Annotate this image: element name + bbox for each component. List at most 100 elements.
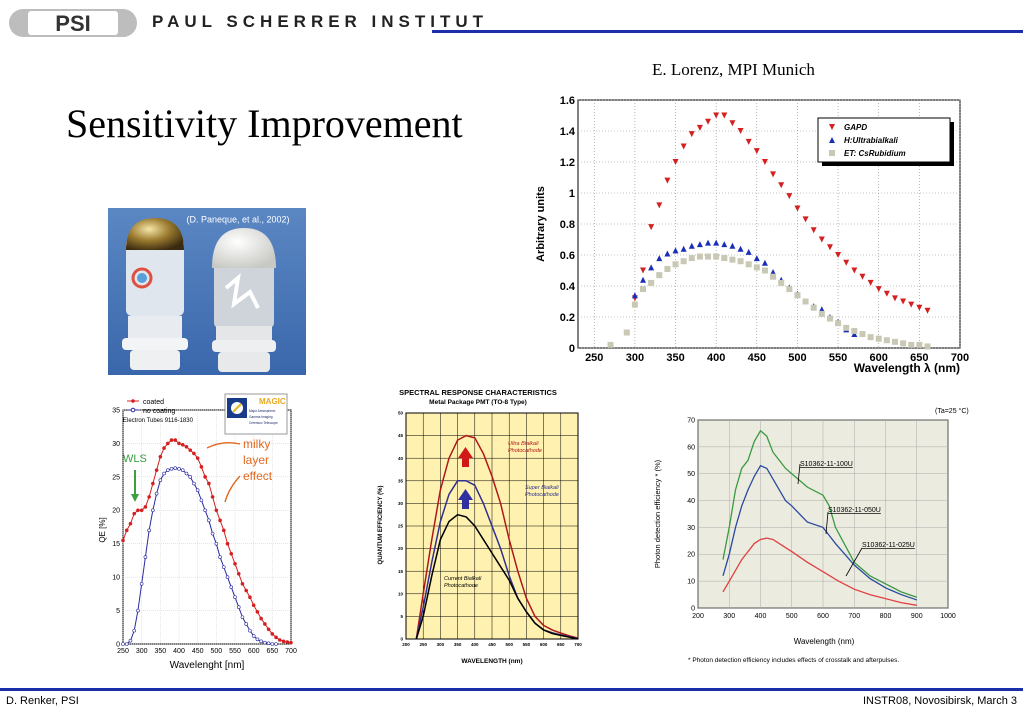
data-point — [229, 585, 234, 589]
data-point — [829, 124, 835, 130]
y-tick-label: 0.8 — [560, 219, 575, 231]
data-point — [672, 261, 679, 268]
x-tick-label: 350 — [666, 352, 684, 364]
data-point — [195, 456, 200, 460]
chart-title: SPECTRAL RESPONSE CHARACTERISTICS — [399, 388, 557, 397]
data-point — [203, 475, 207, 479]
x-tick-label: 450 — [488, 642, 496, 647]
x-tick-label: 600 — [540, 642, 548, 647]
x-axis-label: Wavelenght [nm] — [170, 660, 245, 670]
x-axis-label: WAVELENGTH (nm) — [461, 658, 522, 665]
data-point — [154, 491, 159, 496]
y-axis-label: QE [%] — [98, 517, 107, 542]
legend-entry: ET: CsRubidium — [844, 149, 906, 158]
callout-050u: S10362-11-050U — [828, 507, 881, 514]
magic-logo-text: MAGIC — [259, 397, 286, 406]
data-point — [151, 481, 155, 486]
data-point — [218, 555, 222, 559]
y-axis-label: Arbitrary units — [535, 186, 547, 262]
y-tick-label: 50 — [398, 411, 404, 416]
data-point — [255, 610, 260, 614]
data-point — [859, 273, 866, 280]
logo-text: PSI — [55, 11, 90, 36]
data-point — [737, 245, 744, 252]
y-tick-label: 0.6 — [560, 250, 575, 262]
tube-label: Electron Tubes 9116-1830 — [123, 418, 194, 424]
x-tick-label: 550 — [829, 352, 847, 364]
data-point — [222, 565, 226, 569]
data-point — [680, 258, 687, 265]
y-tick-label: 1.6 — [560, 95, 575, 107]
data-point — [640, 276, 647, 283]
data-point — [278, 638, 282, 642]
y-tick-label: 60 — [687, 444, 695, 451]
y-tick-label: 30 — [687, 525, 695, 532]
x-tick-label: 500 — [505, 642, 513, 647]
data-point — [251, 603, 256, 608]
data-point — [244, 622, 248, 626]
data-point — [240, 615, 245, 620]
data-point — [705, 239, 712, 246]
data-point — [688, 255, 695, 262]
label-ultra-1: Ultra Bialkali — [508, 441, 539, 447]
data-point — [132, 628, 137, 633]
data-point — [136, 608, 140, 613]
data-point — [705, 118, 712, 125]
data-point — [623, 329, 630, 336]
data-point — [843, 259, 850, 266]
data-point — [778, 182, 785, 189]
data-point — [688, 131, 695, 138]
institute-name: PAUL SCHERRER INSTITUT — [152, 12, 489, 31]
pmt-spectral-chart: SPECTRAL RESPONSE CHARACTERISTICS Metal … — [378, 388, 582, 665]
data-point — [121, 642, 125, 646]
y-tick-label: 70 — [687, 417, 695, 424]
effect-arrow — [224, 475, 241, 503]
data-point — [259, 639, 263, 644]
y-tick-label: 25 — [398, 524, 404, 529]
data-point — [802, 298, 809, 305]
layer-annotation: layer — [243, 453, 269, 467]
data-point — [721, 255, 728, 262]
callout-025u: S10362-11-025U — [862, 542, 915, 549]
x-tick-label: 250 — [419, 642, 427, 647]
x-tick-label: 650 — [266, 648, 278, 655]
x-tick-label: 500 — [786, 613, 798, 620]
data-point — [818, 236, 825, 243]
data-point — [924, 307, 931, 314]
data-point — [180, 468, 185, 472]
y-tick-label: 40 — [687, 498, 695, 505]
data-point — [672, 247, 679, 254]
data-point — [225, 575, 230, 579]
data-point — [128, 521, 133, 526]
label-super-1: Super Bialkali — [525, 485, 559, 491]
data-point — [214, 541, 219, 546]
series-line-1 — [722, 464, 917, 601]
data-point — [248, 595, 252, 599]
data-point — [829, 150, 835, 156]
magic-qe-chart: 250 300 350 400 450 500 550 600 650 700 0 5 10 15 20 25… — [98, 393, 297, 670]
y-tick-label: 25 — [112, 474, 120, 481]
milky-arrow — [206, 441, 241, 449]
data-point — [199, 465, 204, 469]
data-point — [810, 227, 817, 234]
y-tick-label: 20 — [112, 508, 120, 515]
data-point — [214, 508, 219, 513]
y-tick-label: 0 — [116, 641, 120, 648]
data-point — [826, 315, 833, 322]
data-point — [233, 561, 237, 566]
y-tick-label: 0 — [569, 343, 575, 355]
data-point — [867, 279, 874, 286]
data-point — [680, 245, 687, 252]
chart-subtitle: Metal Package PMT (TO-8 Type) — [429, 399, 527, 406]
y-tick-label: 1.2 — [560, 157, 575, 169]
data-point — [270, 642, 275, 646]
data-point — [916, 341, 923, 348]
x-tick-label: 400 — [755, 613, 767, 620]
data-point — [721, 112, 728, 119]
data-point — [737, 128, 744, 134]
x-tick-label: 300 — [723, 613, 735, 620]
psi-logo: PSI — [9, 9, 137, 37]
temperature-condition: (Ta=25 °C) — [935, 407, 969, 415]
data-point — [166, 441, 170, 446]
data-point — [729, 242, 736, 249]
